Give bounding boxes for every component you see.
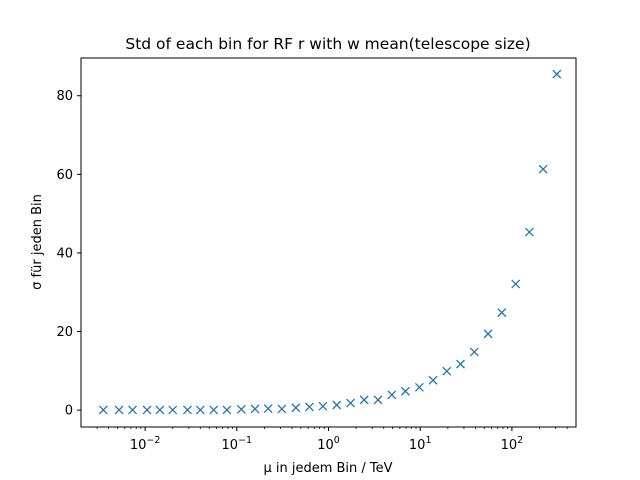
- data-point: [387, 390, 397, 400]
- data-point: [524, 227, 534, 237]
- data-point: [414, 382, 424, 392]
- data-point: [98, 405, 108, 415]
- x-tick-label: 101: [409, 435, 432, 453]
- x-tick-label: 10−1: [222, 435, 253, 453]
- data-point: [442, 366, 452, 376]
- data-point: [155, 405, 165, 415]
- data-point: [400, 386, 410, 396]
- x-tick-label: 100: [317, 435, 340, 453]
- y-tick-label: 0: [65, 404, 73, 419]
- data-point: [318, 401, 328, 411]
- data-point: [168, 405, 178, 415]
- y-tick-label: 20: [56, 325, 73, 340]
- y-tick-label: 40: [56, 246, 73, 261]
- data-point: [511, 279, 521, 289]
- data-point: [209, 405, 219, 415]
- data-point: [195, 405, 205, 415]
- data-point: [263, 404, 273, 413]
- data-point: [332, 400, 342, 410]
- data-point: [305, 402, 314, 412]
- data-point: [469, 347, 479, 357]
- data-point: [142, 405, 152, 415]
- data-point: [250, 404, 260, 414]
- data-point: [428, 375, 438, 385]
- series-markers: [98, 69, 562, 415]
- data-point: [497, 308, 507, 318]
- data-point: [483, 329, 493, 339]
- y-axis-label: σ für jeden Bin: [30, 194, 45, 290]
- data-point: [114, 405, 124, 415]
- y-axis: 0 20 40 60 80: [56, 89, 81, 419]
- data-point: [183, 405, 192, 415]
- y-tick-label: 60: [56, 168, 73, 183]
- data-point: [346, 398, 356, 408]
- data-point: [291, 403, 301, 413]
- data-point: [359, 395, 369, 405]
- x-tick-label: 10−2: [130, 435, 161, 453]
- data-point: [456, 359, 465, 369]
- x-axis: 10−2 10−1 100 101 102: [96, 427, 568, 453]
- x-tick-label: 102: [501, 435, 524, 453]
- data-point: [222, 405, 232, 415]
- y-tick-label: 80: [56, 89, 73, 104]
- data-point: [538, 164, 548, 174]
- data-point: [373, 395, 383, 405]
- data-point: [277, 404, 287, 414]
- x-axis-label: μ in jedem Bin / TeV: [263, 461, 392, 476]
- data-point: [236, 404, 246, 414]
- data-point: [128, 405, 138, 415]
- chart-title: Std of each bin for RF r with w mean(tel…: [125, 35, 530, 53]
- data-point: [552, 69, 562, 79]
